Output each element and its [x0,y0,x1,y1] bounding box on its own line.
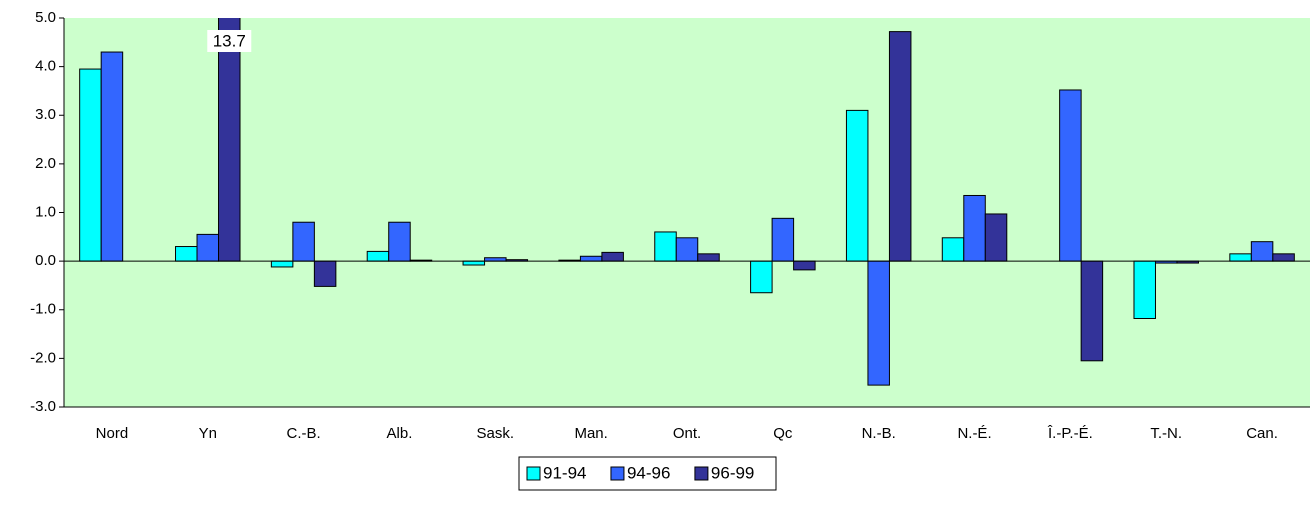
x-tick-label: Alb. [387,425,413,442]
legend-swatch [526,466,541,481]
bar [484,257,507,262]
bar [313,260,337,287]
bar [845,109,869,262]
x-tick-label: C.-B. [287,425,321,442]
bar [1059,89,1082,262]
y-tick-label: 3.0 [35,106,56,123]
y-tick-label: 5.0 [35,9,56,26]
bar [984,213,1008,262]
bar [175,246,198,262]
bar [1250,241,1274,262]
bar [1080,260,1104,362]
data-label-bg [207,30,252,52]
y-tick-label: 2.0 [35,155,56,172]
x-tick-label: Man. [574,425,607,442]
legend-label: 91-94 [543,463,586,482]
x-tick-label: Nord [96,425,129,442]
x-tick-label: T.-N. [1150,425,1182,442]
legend-label: 94-96 [627,463,670,482]
bar [750,260,773,294]
bar [100,51,124,262]
legend-swatch [610,466,625,481]
bar [601,251,624,262]
bar [1229,253,1252,262]
x-tick-label: Î.-P.-É. [1047,425,1093,442]
data-label: 13.7 [213,31,246,50]
bar [79,68,102,262]
bar [388,221,411,262]
bar [675,237,699,262]
y-tick-label: -2.0 [30,349,56,366]
y-tick-label: 0.0 [35,252,56,269]
plot-area [64,18,1310,407]
legend-box [518,456,777,491]
bar [1272,253,1295,262]
bar [366,250,390,262]
bar [771,217,795,262]
bar [196,233,220,262]
x-tick-label: Ont. [673,425,701,442]
bar [1133,260,1156,320]
legend-swatch [694,466,709,481]
bar [292,221,315,262]
bar [697,253,720,262]
y-tick-label: -1.0 [30,301,56,318]
bar [270,260,294,268]
bar [579,255,603,262]
x-tick-label: N.-B. [862,425,896,442]
x-tick-label: Yn [199,425,217,442]
bar [888,31,912,262]
bar [654,231,677,262]
y-tick-label: 1.0 [35,203,56,220]
legend-label: 96-99 [711,463,754,482]
x-tick-label: Sask. [477,425,515,442]
bar [867,260,890,386]
bar [462,260,486,266]
bar [941,237,965,262]
x-tick-label: N.-É. [957,425,991,442]
bar [793,260,816,271]
x-tick-label: Can. [1246,425,1278,442]
x-tick-label: Qc [773,425,793,442]
y-tick-label: -3.0 [30,398,56,415]
y-tick-label: 4.0 [35,58,56,75]
bar [963,194,986,262]
